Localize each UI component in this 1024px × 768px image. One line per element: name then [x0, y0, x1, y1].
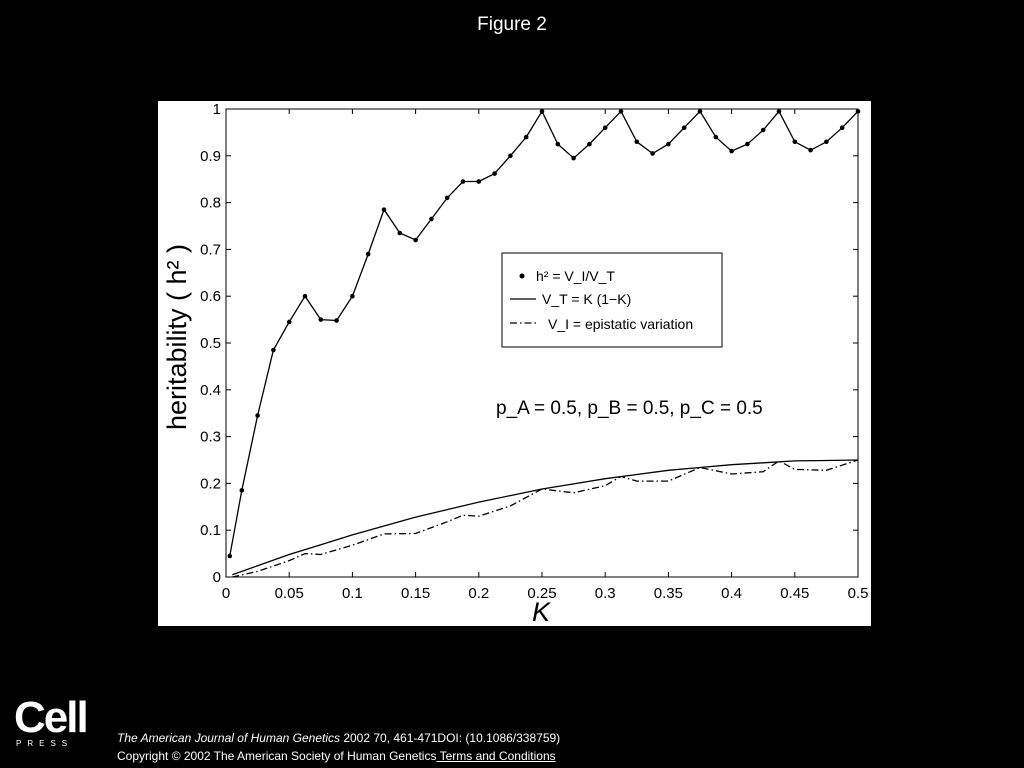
data-point-h2 — [523, 134, 529, 140]
data-point-h2 — [334, 318, 339, 323]
data-point-h2 — [318, 317, 324, 322]
y-tick-label: 0.9 — [200, 148, 221, 165]
figure-panel: 0 0.05 0.1 0.15 0.2 0.25 0.3 0.35 0.4 0.45 0.5 0 0.1… — [158, 101, 871, 626]
logo-press: PRESS — [16, 739, 74, 748]
citation: The American Journal of Human Genetics 2… — [117, 731, 560, 745]
journal-name: The American Journal of Human Genetics — [117, 731, 340, 745]
data-point-h2 — [776, 109, 782, 114]
data-point-h2 — [855, 109, 861, 114]
data-point-h2 — [650, 151, 655, 156]
cell-press-logo: Cell PRESS — [14, 696, 89, 752]
heritability-chart: 0 0.05 0.1 0.15 0.2 0.25 0.3 0.35 0.4 0.45 0.5 0 0.1… — [162, 101, 868, 626]
x-tick-label: 0.25 — [527, 585, 556, 602]
y-tick-label: 1 — [213, 101, 221, 118]
data-point-h2 — [271, 347, 276, 353]
legend: h² = V_I/V_T V_T = K (1−K) V_I = epistat… — [501, 252, 723, 348]
legend-entry-vt: V_T = K (1−K) — [542, 291, 631, 307]
data-point-h2 — [365, 251, 371, 257]
data-point-h2 — [634, 139, 640, 145]
data-point-h2 — [539, 109, 545, 114]
x-tick-label: 0.2 — [468, 585, 489, 602]
data-point-h2 — [492, 171, 497, 176]
y-tick-label: 0 — [213, 569, 221, 586]
data-point-h2 — [839, 125, 845, 131]
data-point-h2 — [413, 237, 418, 243]
data-point-h2 — [508, 153, 513, 159]
data-point-h2 — [444, 195, 450, 201]
x-tick-label: 0.05 — [275, 585, 304, 602]
y-tick-label: 0.5 — [200, 335, 221, 352]
data-point-h2 — [587, 141, 592, 147]
data-point-h2 — [239, 488, 245, 493]
data-point-h2 — [555, 141, 561, 147]
parameter-annotation: p_A = 0.5, p_B = 0.5, p_C = 0.5 — [496, 398, 763, 419]
data-point-h2 — [760, 127, 766, 133]
copyright-text: Copyright © 2002 The American Society of… — [117, 749, 437, 763]
x-tick-label: 0.4 — [721, 585, 742, 602]
x-axis-label: K — [532, 597, 551, 626]
legend-entry-vi: V_I = epistatic variation — [548, 316, 693, 332]
data-point-h2 — [681, 125, 687, 131]
y-tick-label: 0.3 — [200, 429, 221, 446]
x-tick-label: 0.35 — [654, 585, 683, 602]
x-tick-label: 0 — [222, 585, 230, 602]
data-point-h2 — [824, 139, 829, 145]
legend-box — [501, 252, 723, 348]
y-axis-label: heritability ( h² ) — [162, 244, 192, 430]
logo-word: Cell — [14, 693, 89, 742]
data-point-h2 — [792, 139, 798, 145]
slide-title: Figure 2 — [477, 14, 547, 35]
legend-entry-h2: h² = V_I/V_T — [536, 268, 615, 284]
data-point-h2 — [350, 293, 355, 299]
y-tick-label: 0.7 — [200, 241, 221, 258]
y-tick-label: 0.4 — [200, 382, 221, 399]
series-line-vt — [232, 459, 859, 576]
terms-and-conditions-link[interactable]: Terms and Conditions — [436, 749, 556, 763]
data-point-h2 — [302, 293, 308, 299]
x-tick-label: 0.3 — [595, 585, 616, 602]
data-point-h2 — [729, 148, 734, 154]
data-point-h2 — [745, 141, 750, 147]
data-point-h2 — [713, 134, 719, 140]
data-point-h2 — [397, 230, 403, 236]
data-point-h2 — [697, 109, 703, 114]
legend-dot-marker — [519, 273, 525, 279]
plot-area: 0 0.05 0.1 0.15 0.2 0.25 0.3 0.35 0.4 0.45 0.5 0 0.1… — [200, 101, 868, 602]
data-point-h2 — [429, 216, 434, 222]
x-tick-label: 0.1 — [342, 585, 363, 602]
x-tick-label: 0.15 — [401, 585, 430, 602]
y-tick-label: 0.8 — [200, 195, 221, 212]
data-point-h2 — [286, 319, 292, 325]
x-tick-label: 0.5 — [848, 585, 869, 602]
data-point-h2 — [808, 147, 813, 153]
data-point-h2 — [666, 141, 671, 147]
series-line-vi — [232, 459, 859, 578]
data-point-h2 — [476, 179, 482, 184]
data-point-h2 — [618, 109, 624, 114]
x-tick-label: 0.45 — [780, 585, 809, 602]
data-point-h2 — [602, 125, 608, 131]
y-tick-label: 0.2 — [200, 475, 221, 492]
data-point-h2 — [381, 207, 387, 212]
data-point-h2 — [255, 413, 260, 418]
citation-details: 2002 70, 461-471DOI: (10.1086/338759) — [340, 731, 561, 745]
copyright-line: Copyright © 2002 The American Society of… — [117, 749, 556, 763]
data-point-h2 — [227, 553, 233, 559]
data-point-h2 — [571, 155, 576, 161]
y-tick-label: 0.6 — [200, 288, 221, 305]
y-tick-label: 0.1 — [200, 522, 221, 539]
data-point-h2 — [460, 179, 466, 184]
